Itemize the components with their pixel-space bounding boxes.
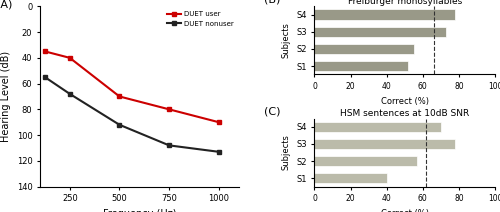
Legend: DUET user, DUET nonuser: DUET user, DUET nonuser [166, 10, 235, 28]
Title: HSM sentences at 10dB SNR: HSM sentences at 10dB SNR [340, 109, 469, 118]
Text: (A): (A) [0, 0, 12, 9]
DUET user [67, 57, 73, 59]
Line: DUET user: DUET user [43, 49, 221, 124]
Y-axis label: Hearing Level (dB): Hearing Level (dB) [1, 51, 11, 142]
DUET user [216, 121, 222, 123]
X-axis label: Frequency (Hz): Frequency (Hz) [102, 209, 176, 212]
Bar [314, 44, 414, 54]
Text: (C): (C) [264, 106, 280, 116]
DUET nonuser [42, 76, 48, 78]
DUET nonuser [116, 124, 122, 126]
Bar [314, 156, 418, 166]
DUET nonuser [67, 93, 73, 95]
Bar [314, 173, 386, 183]
Bar [314, 27, 446, 37]
DUET user [42, 50, 48, 53]
DUET user [116, 95, 122, 98]
Y-axis label: Subjects: Subjects [282, 22, 290, 58]
Bar [314, 10, 456, 20]
Bar [314, 122, 441, 132]
X-axis label: Correct (%): Correct (%) [380, 96, 428, 106]
Bar [314, 139, 456, 149]
Title: Freiburger monosyllables: Freiburger monosyllables [348, 0, 462, 6]
Line: DUET nonuser: DUET nonuser [43, 75, 221, 154]
DUET nonuser [166, 144, 172, 147]
Text: (B): (B) [264, 0, 280, 4]
DUET nonuser [216, 151, 222, 153]
Y-axis label: Subjects: Subjects [282, 135, 290, 170]
DUET user [166, 108, 172, 111]
Bar [314, 61, 408, 71]
X-axis label: Correct (%): Correct (%) [380, 209, 428, 212]
